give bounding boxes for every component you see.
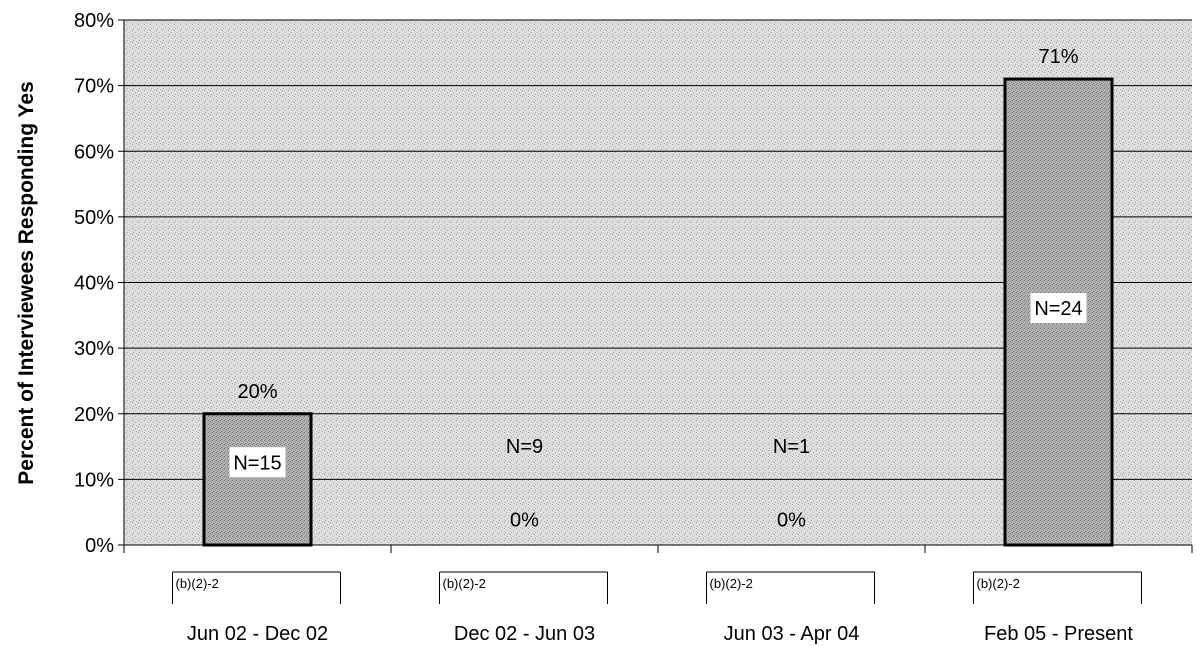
n-label: N=24 [1034,298,1082,320]
x-tick-label: Feb 05 - Present [984,623,1133,645]
y-tick-label: 0% [85,535,114,557]
redaction-label: (b)(2)-2 [443,576,486,591]
redaction-label: (b)(2)-2 [176,576,219,591]
n-label: N=1 [773,436,810,458]
y-tick-label: 10% [74,469,114,491]
x-axis: Jun 02 - Dec 02 Dec 02 - Jun 03 Jun 03 - A… [123,544,1193,645]
n-label: N=15 [233,452,281,474]
y-axis-ticks: 0% 10% 20% 30% 40% 50% 60% 70% 80% [74,10,125,557]
y-axis-title: Percent of Interviewees Responding Yes [15,81,38,484]
x-tick-label: Dec 02 - Jun 03 [454,623,595,645]
y-tick-label: 50% [74,207,114,229]
bar [202,412,313,547]
value-label: 0% [510,510,539,532]
redaction-label: (b)(2)-2 [977,576,1020,591]
redaction-label: (b)(2)-2 [710,576,753,591]
redaction-boxes: (b)(2)-2 (b)(2)-2 (b)(2)-2 (b)(2)-2 [172,571,1142,604]
y-tick-label: 60% [74,141,114,163]
value-label: 0% [777,510,806,532]
redaction-box: (b)(2)-2 [706,571,875,604]
n-label-box [1030,293,1087,324]
value-label: 20% [237,381,277,403]
y-tick-label: 80% [74,10,114,32]
data-labels: 20% N=15 0% N=9 0% N=1 71% N=24 [229,46,1087,532]
value-label: 71% [1038,46,1078,68]
redaction-box: (b)(2)-2 [172,571,341,604]
redaction-box: (b)(2)-2 [973,571,1142,604]
y-tick-label: 20% [74,404,114,426]
y-tick-label: 40% [74,273,114,295]
n-label-box [229,447,286,478]
x-tick-label: Jun 02 - Dec 02 [187,623,328,645]
y-tick-label: 30% [74,338,114,360]
redaction-box: (b)(2)-2 [439,571,608,604]
n-label: N=9 [506,436,543,458]
y-tick-label: 70% [74,76,114,98]
x-tick-label: Jun 03 - Apr 04 [724,623,860,645]
